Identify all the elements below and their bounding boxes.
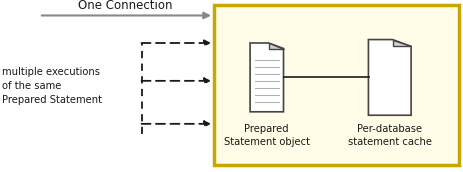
Polygon shape [368,40,410,115]
Polygon shape [250,43,283,112]
Text: multiple executions
of the same
Prepared Statement: multiple executions of the same Prepared… [2,67,102,105]
Polygon shape [392,40,410,46]
Text: One Connection: One Connection [78,0,172,12]
Text: Prepared
Statement object: Prepared Statement object [223,124,309,147]
Text: Per-database
statement cache: Per-database statement cache [347,124,431,147]
Polygon shape [268,43,283,49]
Bar [214,5,458,165]
